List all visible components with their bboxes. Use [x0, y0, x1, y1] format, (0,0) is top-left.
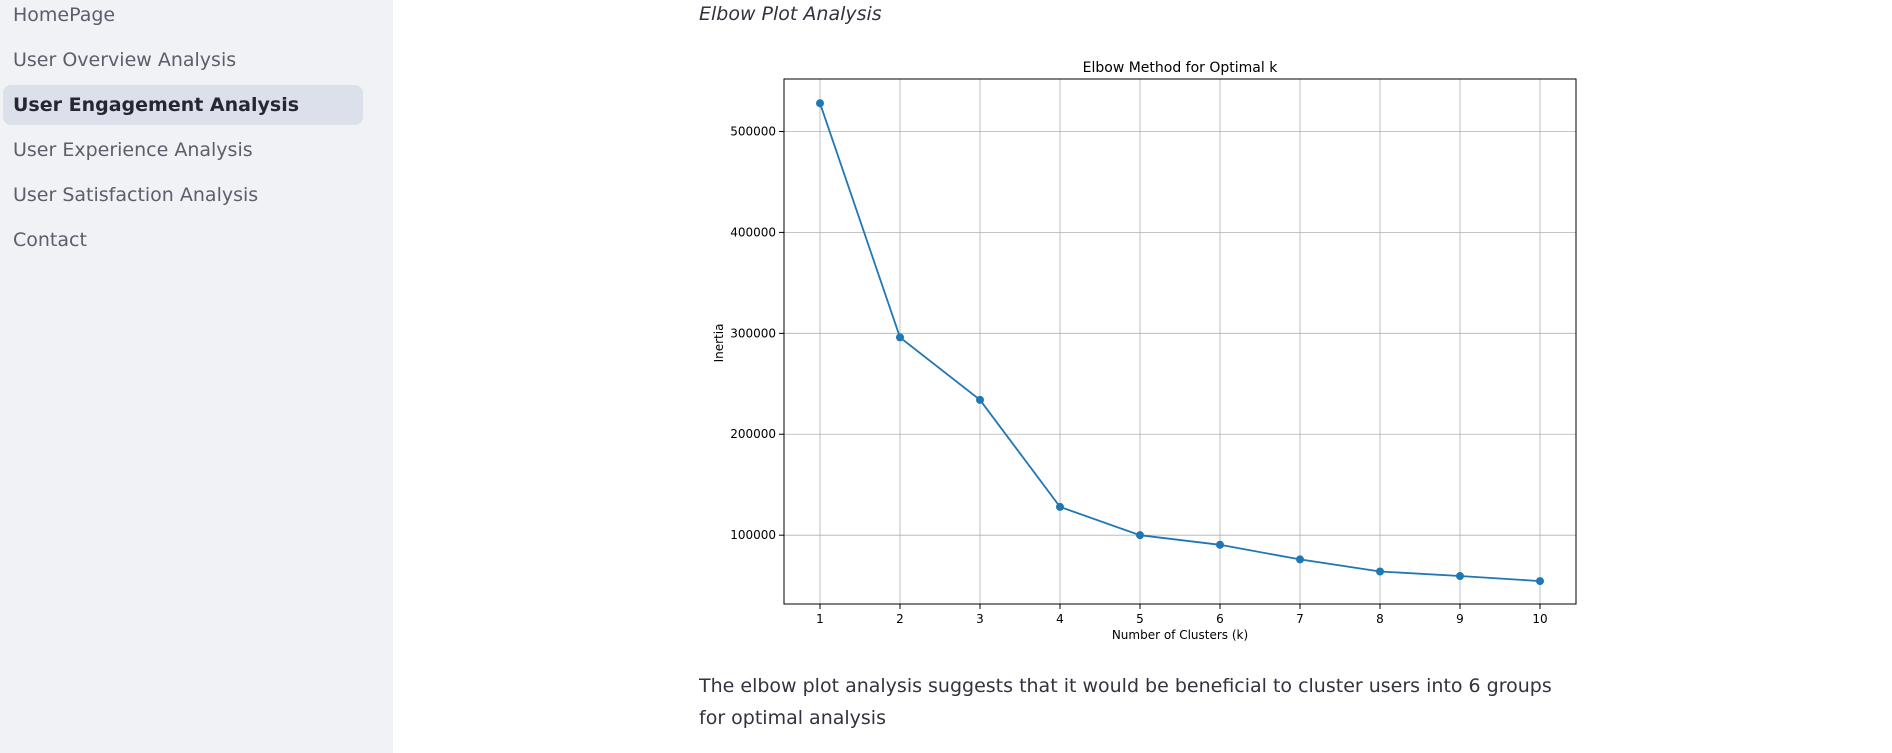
- sidebar-item-user-overview-analysis[interactable]: User Overview Analysis: [13, 49, 237, 71]
- sidebar-item-user-engagement-analysis[interactable]: User Engagement Analysis: [3, 85, 363, 125]
- x-tick-label: 3: [976, 612, 984, 626]
- y-tick-label: 500000: [730, 124, 776, 138]
- y-tick-label: 200000: [730, 427, 776, 441]
- tick-layer: 1 2 3 4 5 6 7 8 9 10 100000 200000 300000 400000 50000…: [730, 124, 1547, 626]
- x-tick-label: 7: [1296, 612, 1304, 626]
- section-heading: Elbow Plot Analysis: [699, 3, 882, 25]
- x-tick-label: 5: [1136, 612, 1144, 626]
- elbow-chart: Elbow Method for Optimal k Number of Clu…: [699, 50, 1579, 650]
- data-point: [1376, 567, 1384, 576]
- data-point: [976, 395, 984, 404]
- sidebar-item-homepage[interactable]: HomePage: [13, 4, 116, 26]
- sidebar-item-contact[interactable]: Contact: [13, 229, 87, 251]
- data-point: [1216, 540, 1224, 549]
- chart-background: [699, 50, 1579, 650]
- plot-frame: [783, 78, 1577, 605]
- y-tick-label: 100000: [730, 528, 776, 542]
- sidebar-item-user-experience-analysis[interactable]: User Experience Analysis: [13, 139, 253, 161]
- chart-title: Elbow Method for Optimal k: [1083, 60, 1279, 76]
- sidebar-item-user-satisfaction-analysis[interactable]: User Satisfaction Analysis: [13, 184, 259, 206]
- sidebar: HomePage User Overview Analysis User Eng…: [0, 0, 393, 753]
- x-tick-label: 1: [816, 612, 824, 626]
- x-tick-label: 10: [1532, 612, 1547, 626]
- data-point: [1536, 577, 1544, 586]
- data-point: [816, 99, 824, 108]
- grid-layer: [784, 79, 1576, 604]
- y-axis-label: Inertia: [712, 324, 726, 363]
- analysis-caption: The elbow plot analysis suggests that it…: [699, 675, 1552, 729]
- data-point: [1056, 502, 1064, 511]
- data-point: [1136, 531, 1144, 540]
- inertia-line: [819, 102, 1541, 582]
- x-tick-label: 2: [896, 612, 904, 626]
- x-tick-label: 9: [1456, 612, 1464, 626]
- x-tick-label: 4: [1056, 612, 1064, 626]
- main-content: Elbow Plot Analysis Elbow Method for Opt…: [393, 0, 1892, 753]
- y-tick-label: 400000: [730, 225, 776, 239]
- x-tick-label: 8: [1376, 612, 1384, 626]
- x-axis-label: Number of Clusters (k): [1112, 628, 1248, 642]
- data-point: [1296, 555, 1304, 564]
- data-point: [896, 333, 904, 342]
- x-tick-label: 6: [1216, 612, 1224, 626]
- series-layer: [816, 99, 1544, 586]
- y-tick-label: 300000: [730, 326, 776, 340]
- data-point: [1456, 572, 1464, 581]
